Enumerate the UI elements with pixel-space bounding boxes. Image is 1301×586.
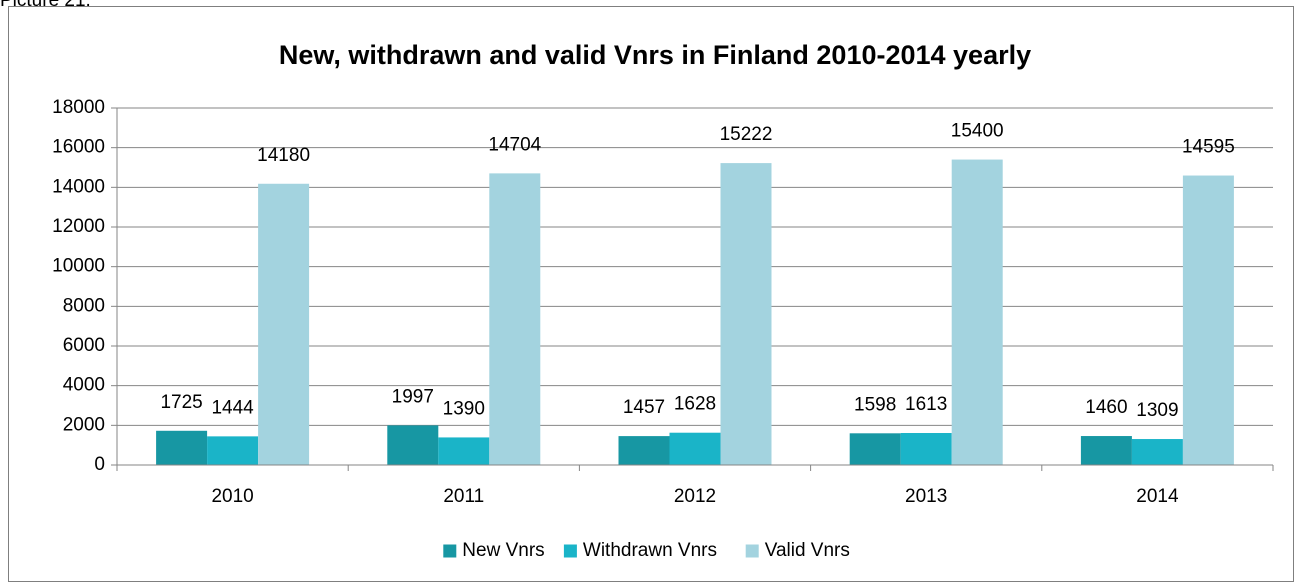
data-label: 1628 xyxy=(674,394,716,415)
bar xyxy=(951,159,1003,466)
y-tick-label: 2000 xyxy=(63,414,105,435)
caption: Picture 21. xyxy=(0,0,91,11)
bar xyxy=(207,436,259,465)
y-tick-label: 4000 xyxy=(63,375,105,396)
bar xyxy=(489,173,541,465)
legend-label: Withdrawn Vnrs xyxy=(583,540,717,561)
bar xyxy=(156,430,208,465)
bar xyxy=(258,183,310,465)
y-tick-label: 18000 xyxy=(52,97,105,118)
y-tick-label: 6000 xyxy=(63,335,105,356)
data-label: 1457 xyxy=(623,397,665,418)
data-label: 1598 xyxy=(854,394,896,415)
bar xyxy=(1080,436,1132,465)
bar xyxy=(387,425,439,465)
data-label: 14595 xyxy=(1182,137,1235,158)
data-label: 1613 xyxy=(905,394,947,415)
data-label: 1725 xyxy=(160,392,202,413)
bar xyxy=(1131,439,1183,465)
y-tick-label: 0 xyxy=(94,454,105,475)
data-label: 15400 xyxy=(951,121,1004,142)
bar xyxy=(669,432,721,465)
bar xyxy=(618,436,670,465)
bar xyxy=(720,163,772,466)
x-tick-label: 2010 xyxy=(211,486,253,507)
data-label: 1460 xyxy=(1085,397,1127,418)
data-label: 1444 xyxy=(211,397,254,418)
y-tick-label: 16000 xyxy=(52,137,105,158)
y-tick-label: 14000 xyxy=(52,176,105,197)
data-label: 1997 xyxy=(392,386,434,407)
bar xyxy=(900,433,952,465)
data-label: 1309 xyxy=(1136,400,1178,421)
legend-label: Valid Vnrs xyxy=(765,540,850,561)
y-tick-label: 10000 xyxy=(52,256,105,277)
data-label: 15222 xyxy=(720,124,773,145)
legend-swatch xyxy=(745,544,759,558)
legend-swatch xyxy=(563,544,577,558)
bar xyxy=(438,437,490,465)
y-tick-label: 12000 xyxy=(52,216,105,237)
bar xyxy=(849,433,901,465)
legend-label: New Vnrs xyxy=(462,540,544,561)
x-tick-label: 2012 xyxy=(674,486,716,507)
x-tick-label: 2013 xyxy=(905,486,947,507)
bar xyxy=(1182,175,1234,465)
x-tick-label: 2011 xyxy=(443,486,484,507)
data-label: 1390 xyxy=(443,398,485,419)
x-tick-label: 2014 xyxy=(1136,486,1179,507)
chart-title: New, withdrawn and valid Vnrs in Finland… xyxy=(279,40,1031,70)
legend-swatch xyxy=(443,544,457,558)
chart-frame xyxy=(8,6,1294,582)
data-label: 14180 xyxy=(257,145,310,166)
y-tick-label: 8000 xyxy=(63,295,105,316)
data-label: 14704 xyxy=(488,134,541,155)
